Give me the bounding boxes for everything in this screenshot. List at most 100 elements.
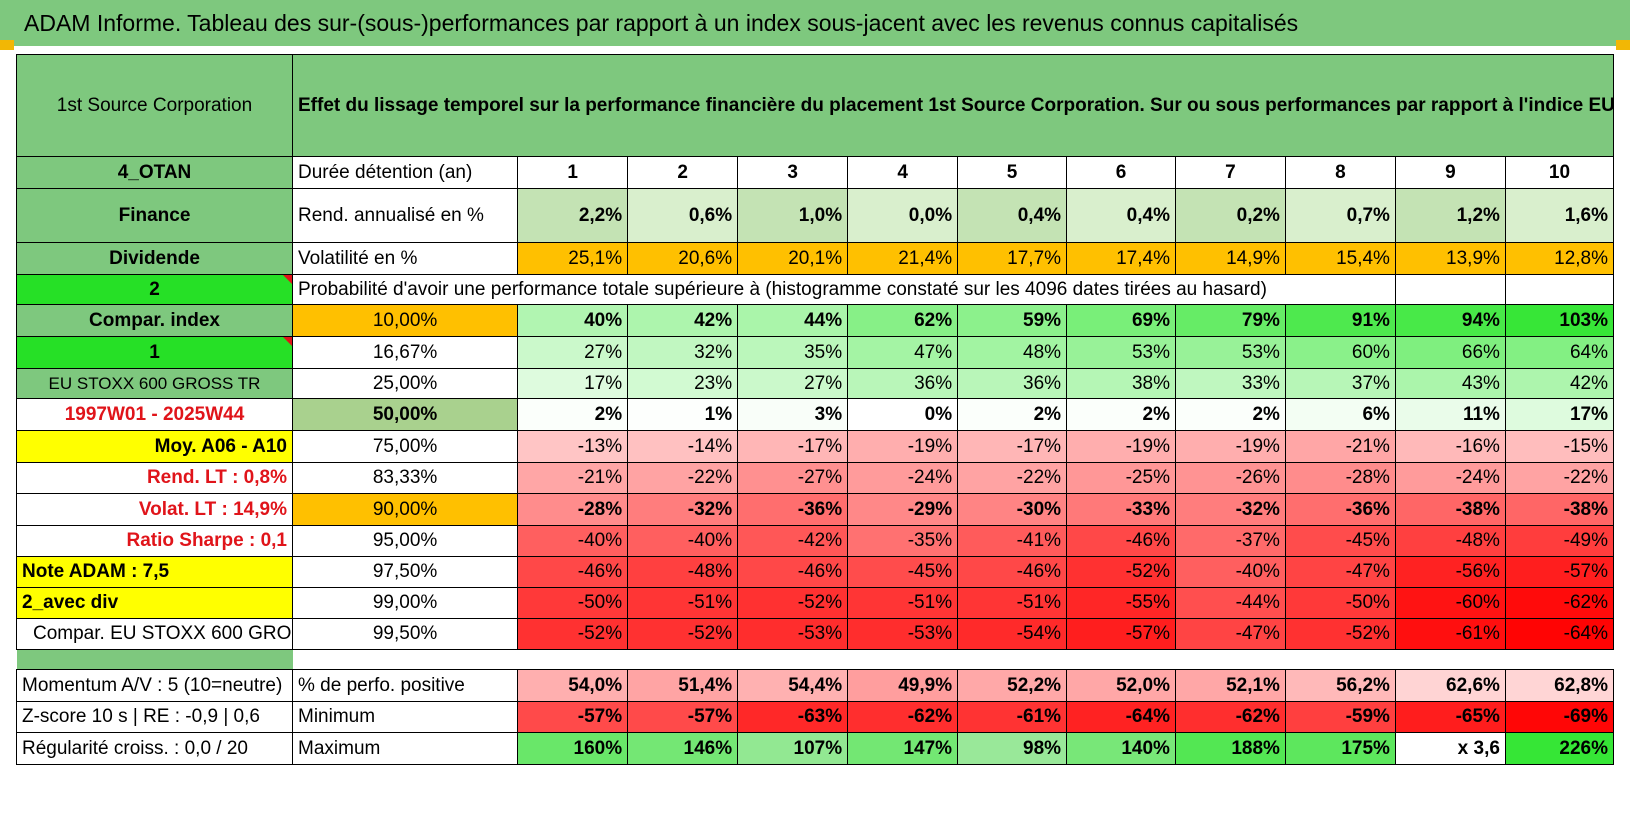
- volatility-9: 13,9%: [1394, 242, 1506, 275]
- probability-value: 27%: [737, 368, 849, 399]
- long-term-return: Rend. LT : 0,8%: [16, 462, 293, 494]
- probability-value: -64%: [1504, 618, 1615, 650]
- minimum-value-6: -64%: [1066, 701, 1176, 733]
- probability-value: -49%: [1504, 525, 1615, 557]
- probability-value: -62%: [1504, 587, 1615, 619]
- performance-table: 1st Source Corporation Effet du lissage t…: [16, 54, 1615, 765]
- probability-value: 23%: [627, 368, 739, 399]
- probability-value: -45%: [1284, 525, 1396, 557]
- maximum-value-6: 140%: [1066, 732, 1176, 765]
- probability-value: 66%: [1394, 336, 1506, 369]
- probability-value: -46%: [737, 556, 849, 588]
- probability-value: -22%: [957, 462, 1068, 494]
- probability-value: -37%: [1174, 525, 1286, 557]
- positive-share-8: 56,2%: [1284, 669, 1396, 702]
- probability-value: 42%: [627, 304, 739, 337]
- probability-value: -35%: [847, 525, 959, 557]
- probability-value: -51%: [627, 587, 739, 619]
- probability-value: -52%: [1284, 618, 1396, 650]
- adam-score: Note ADAM : 7,5: [16, 556, 293, 588]
- probability-value: -54%: [957, 618, 1068, 650]
- maximum-label: Maximum: [291, 732, 519, 765]
- probability-value: 59%: [957, 304, 1068, 337]
- minimum-value-3: -63%: [737, 701, 849, 733]
- probability-value: -17%: [737, 430, 849, 463]
- probability-value: 36%: [957, 368, 1068, 399]
- probability-value: -28%: [517, 493, 629, 526]
- positive-share-2: 51,4%: [627, 669, 739, 702]
- probability-value: 27%: [517, 336, 629, 369]
- probability-value: 48%: [957, 336, 1068, 369]
- code-1-cell: 1: [16, 336, 293, 369]
- maximum-value-3: 107%: [737, 732, 849, 765]
- probability-value: 1%: [627, 398, 739, 431]
- probability-value: -36%: [1284, 493, 1396, 526]
- minimum-value-5: -61%: [957, 701, 1068, 733]
- positive-share-3: 54,4%: [737, 669, 849, 702]
- positive-share-4: 49,9%: [847, 669, 959, 702]
- spacer-green: [16, 649, 293, 670]
- volatility-8: 15,4%: [1284, 242, 1396, 275]
- return-label: Rend. annualisé en %: [291, 188, 519, 243]
- annualized-return-2: 0,6%: [627, 188, 739, 243]
- probability-value: -61%: [1394, 618, 1506, 650]
- compar-index-label: Compar. index: [16, 304, 293, 337]
- probability-value: 40%: [517, 304, 629, 337]
- minimum-label: Minimum: [291, 701, 519, 733]
- minimum-value-10: -69%: [1504, 701, 1615, 733]
- year-header-9: 9: [1394, 156, 1506, 189]
- probability-value: -29%: [847, 493, 959, 526]
- maximum-value-7: 188%: [1174, 732, 1286, 765]
- year-header-7: 7: [1174, 156, 1286, 189]
- type-label: Dividende: [16, 242, 293, 275]
- probability-value: 103%: [1504, 304, 1615, 337]
- minimum-value-2: -57%: [627, 701, 739, 733]
- probability-value: -52%: [517, 618, 629, 650]
- annualized-return-10: 1,6%: [1504, 188, 1615, 243]
- maximum-value-4: 147%: [847, 732, 959, 765]
- probability-value: 2%: [517, 398, 629, 431]
- probability-value: -56%: [1394, 556, 1506, 588]
- left-edge-marker: [0, 40, 14, 50]
- table-description: Effet du lissage temporel sur la perform…: [292, 54, 1614, 157]
- minimum-value-7: -62%: [1174, 701, 1286, 733]
- probability-value: -44%: [1174, 587, 1286, 619]
- report-banner: ADAM Informe. Tableau des sur-(sous-)per…: [0, 0, 1630, 46]
- probability-value: -38%: [1394, 493, 1506, 526]
- category-label: 4_OTAN: [16, 156, 293, 189]
- probability-value: -19%: [1066, 430, 1176, 463]
- minimum-value-4: -62%: [847, 701, 959, 733]
- probability-value: -38%: [1504, 493, 1615, 526]
- probability-value: -47%: [1174, 618, 1286, 650]
- probability-value: -15%: [1504, 430, 1615, 463]
- probability-value: 44%: [737, 304, 849, 337]
- probability-value: -27%: [737, 462, 849, 494]
- minimum-value-8: -59%: [1284, 701, 1396, 733]
- probability-value: -46%: [1066, 525, 1176, 557]
- probability-value: -28%: [1284, 462, 1396, 494]
- probability-value: 69%: [1066, 304, 1176, 337]
- probability-value: 36%: [847, 368, 959, 399]
- probability-value: -33%: [1066, 493, 1176, 526]
- probability-value: -53%: [737, 618, 849, 650]
- probability-value: -52%: [737, 587, 849, 619]
- volatility-3: 20,1%: [737, 242, 849, 275]
- probability-value: -45%: [847, 556, 959, 588]
- probability-value: -32%: [627, 493, 739, 526]
- maximum-value-5: 98%: [957, 732, 1068, 765]
- volatility-10: 12,8%: [1504, 242, 1615, 275]
- code-2-cell: 2: [16, 274, 293, 305]
- probability-value: -40%: [627, 525, 739, 557]
- threshold-4: 50,00%: [291, 398, 519, 431]
- probability-value: -46%: [957, 556, 1068, 588]
- annualized-return-8: 0,7%: [1284, 188, 1396, 243]
- comparison-label: Compar. EU STOXX 600 GROSS TR: [16, 618, 293, 650]
- probability-value: -36%: [737, 493, 849, 526]
- annualized-return-4: 0,0%: [847, 188, 959, 243]
- probability-value: -40%: [517, 525, 629, 557]
- probability-value: -50%: [1284, 587, 1396, 619]
- year-header-10: 10: [1504, 156, 1615, 189]
- probability-value: -57%: [1066, 618, 1176, 650]
- threshold-5: 75,00%: [291, 430, 519, 463]
- probability-value: 94%: [1394, 304, 1506, 337]
